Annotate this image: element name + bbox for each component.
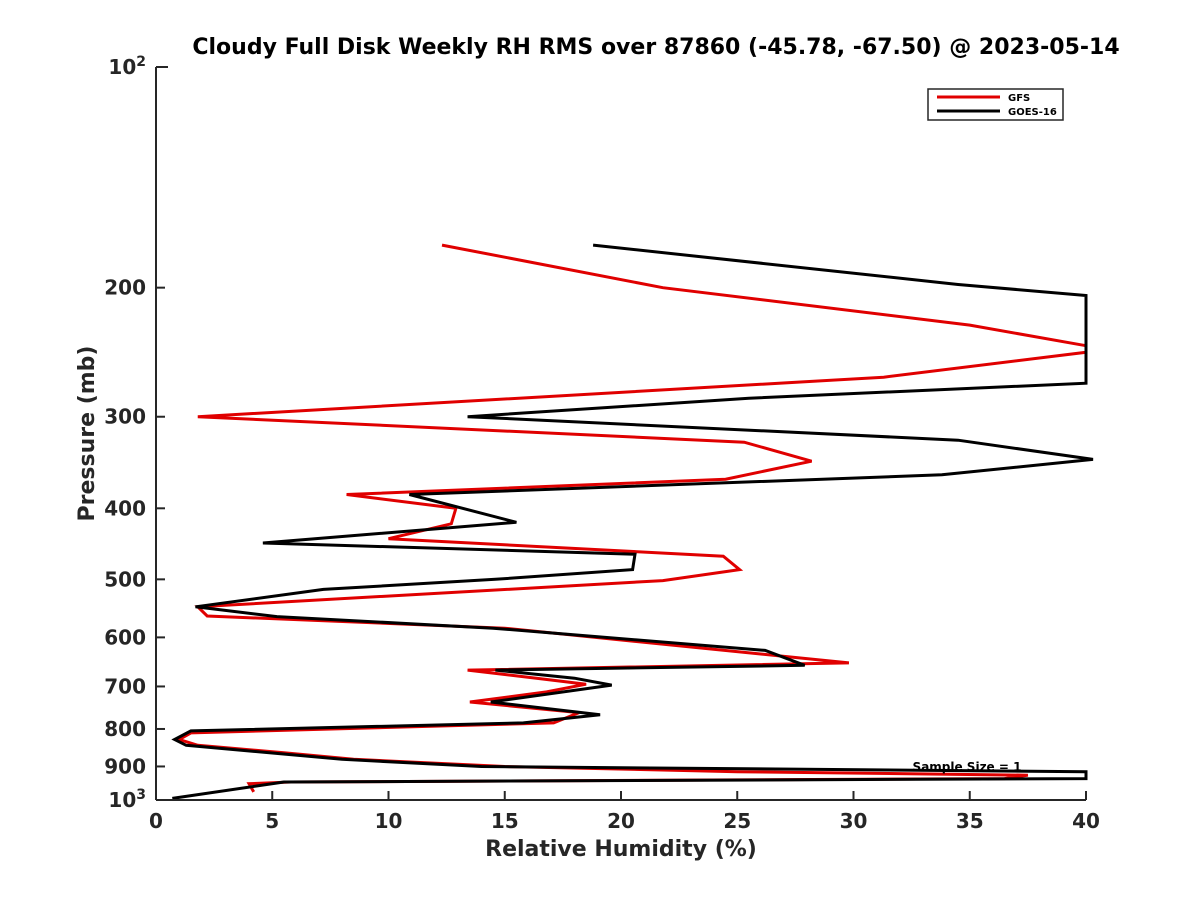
- y-tick-label: 600: [104, 625, 146, 649]
- x-tick-label: 20: [607, 809, 635, 833]
- x-tick-label: 30: [840, 809, 868, 833]
- y-tick-label: 800: [104, 717, 146, 741]
- y-tick-label-top: 102: [108, 54, 146, 79]
- legend: GFS GOES-16: [927, 88, 1064, 121]
- axes-layer: 0 5 10 15 20 25 30 35 40 200 300 400 500 600 700 800 900…: [104, 54, 1100, 833]
- series-line-goes-16: [171, 243, 1094, 800]
- sample-size-annotation: Sample Size = 1: [913, 760, 1022, 774]
- series-line-gfs: [175, 243, 1088, 793]
- y-tick-label: 500: [104, 567, 146, 591]
- x-tick-label: 15: [491, 809, 519, 833]
- legend-label: GOES-16: [1008, 107, 1057, 118]
- y-tick-label: 700: [104, 674, 146, 698]
- y-tick-label: 200: [104, 276, 146, 300]
- y-axis-label: Pressure (mb): [75, 346, 100, 522]
- y-tick-label: 400: [104, 496, 146, 520]
- legend-label: GFS: [1008, 93, 1030, 104]
- x-tick-label: 25: [723, 809, 751, 833]
- y-tick-label: 300: [104, 405, 146, 429]
- x-tick-label: 40: [1072, 809, 1100, 833]
- legend-box: [927, 88, 1064, 121]
- series-layer: [171, 243, 1094, 800]
- y-tick-label: 900: [104, 754, 146, 778]
- chart-title: Cloudy Full Disk Weekly RH RMS over 8786…: [192, 35, 1119, 60]
- x-tick-label: 10: [375, 809, 403, 833]
- x-axis-label: Relative Humidity (%): [485, 837, 757, 862]
- y-tick-label-bottom: 103: [108, 787, 146, 812]
- x-tick-label: 35: [956, 809, 984, 833]
- x-tick-label: 5: [265, 809, 279, 833]
- y-tick-label-top-exponent: 2: [136, 54, 146, 70]
- x-tick-label: 0: [149, 809, 163, 833]
- y-tick-label-bottom-exponent: 3: [136, 787, 146, 803]
